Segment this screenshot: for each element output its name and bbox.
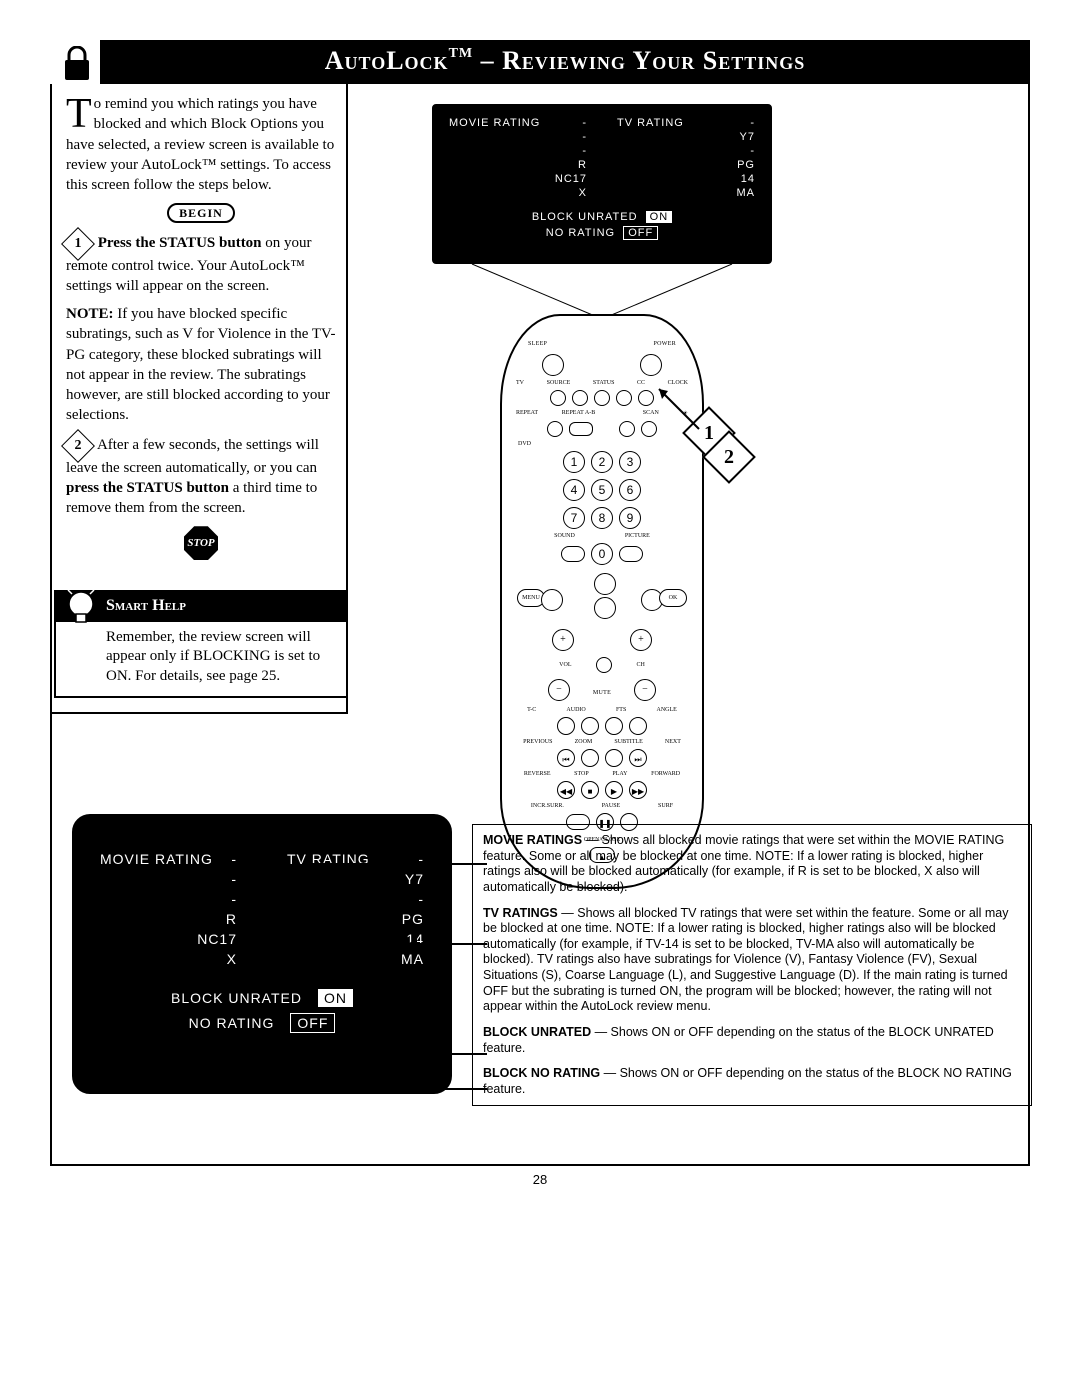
begin-marker: BEGIN — [66, 203, 336, 223]
intro-text: o remind you which ratings you have bloc… — [66, 96, 334, 193]
review-screen-small: MOVIE RATING---RNC17X TV RATING-Y7-PG14M… — [432, 104, 772, 264]
remote-control: SLEEP POWER TVSOURCESTATUSCCCLOCK REPEAT… — [482, 314, 722, 889]
padlock-icon — [62, 46, 92, 82]
ratings-description: MOVIE RATINGS — Shows all blocked movie … — [472, 824, 1032, 1106]
dropcap: T — [66, 94, 94, 130]
page-title: AutoLockTM – Reviewing Your Settings — [100, 40, 1030, 84]
smart-help-panel: Smart Help Remember, the review screen w… — [54, 590, 348, 698]
content-frame: T o remind you which ratings you have bl… — [50, 84, 1030, 1166]
manual-page: AutoLockTM – Reviewing Your Settings T o… — [0, 0, 1080, 1207]
lightbulb-icon — [62, 582, 100, 632]
stop-marker: STOP — [66, 526, 336, 560]
step-1: 1 Press the STATUS button on your remote… — [66, 232, 336, 297]
desc-arrows — [292, 844, 492, 1124]
smart-help-title: Smart Help — [56, 592, 346, 622]
step-number-icon: 2 — [61, 429, 95, 463]
step-2: 2 After a few seconds, the settings will… — [66, 434, 336, 519]
callout-arrow — [654, 384, 704, 444]
step-number-icon: 1 — [61, 227, 95, 261]
smart-help-body: Remember, the review screen will appear … — [56, 622, 346, 697]
page-number: 28 — [50, 1172, 1030, 1187]
instructions-column: T o remind you which ratings you have bl… — [52, 84, 348, 714]
